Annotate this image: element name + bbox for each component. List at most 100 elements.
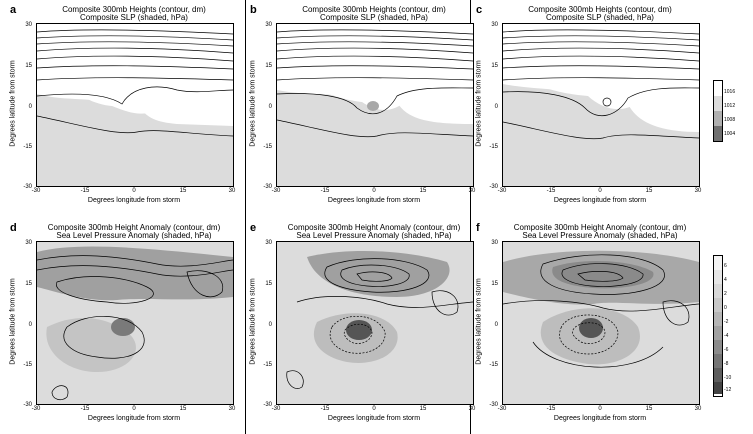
height-contours [277,29,473,138]
anomaly-negative-band [37,246,233,301]
map-plot [502,241,700,405]
y-tick: 0 [494,104,498,110]
anomaly-contours [37,255,233,401]
colorbar-segment [714,298,722,312]
x-tick: -30 [31,188,41,194]
panel-title-1: Composite 300mb Height Anomaly (contour,… [287,223,461,232]
colorbar-segment [714,354,722,368]
y-axis-label: Degrees latitude from storm [475,60,483,147]
x-tick: -15 [80,188,90,194]
y-axis-label: Degrees latitude from storm [9,278,17,365]
x-tick: -15 [320,188,330,194]
panel-label: a [10,4,17,16]
anomaly-negative-core [552,260,654,289]
colorbar-segment [714,256,722,270]
height-contours [503,29,699,140]
panel-separator-1 [245,0,246,434]
x-axis-label: Degrees longitude from storm [327,415,421,422]
panel-label: f [476,222,480,234]
x-tick: 0 [598,406,602,412]
map-plot [36,241,234,405]
slp-low-center [346,320,372,340]
panel-title-1: Composite 300mb Heights (contour, dm) [62,5,206,14]
y-tick: 0 [494,322,498,328]
x-tick: -15 [320,406,330,412]
x-tick: 15 [419,188,427,194]
x-tick: 0 [598,188,602,194]
colorbar-segment [714,312,722,326]
x-axis-label: Degrees longitude from storm [327,197,421,204]
y-tick: -30 [263,402,272,408]
x-tick: 0 [132,188,136,194]
x-tick: -15 [546,188,556,194]
panel-label: c [476,4,483,16]
y-tick: -30 [489,402,498,408]
colorbar-tick: 1012 [724,103,736,109]
panel-separator-2 [470,0,471,434]
x-tick: 30 [468,406,476,412]
colorbar-tick: -10 [724,375,732,381]
y-axis-label: Degrees latitude from storm [249,60,257,147]
colorbar-tick: -2 [724,319,729,325]
x-axis-label: Degrees longitude from storm [87,197,181,204]
y-tick: 15 [265,281,272,287]
panel-title-1: Composite 300mb Height Anomaly (contour,… [513,223,687,232]
panel-title-1: Composite 300mb Heights (contour, dm) [302,5,446,14]
colorbar-segment [714,126,722,141]
colorbar-segment [714,326,722,340]
x-tick: 30 [468,188,476,194]
panel-label: b [250,4,257,16]
x-tick: -15 [80,406,90,412]
panel-label: e [250,222,257,234]
slp-shading [277,87,473,186]
anomaly-contours [503,254,699,368]
colorbar-segment [714,368,722,382]
x-axis-label: Degrees longitude from storm [87,415,181,422]
colorbar-segment [714,382,722,394]
map-plot [36,23,234,187]
x-tick: 0 [372,188,376,194]
panel-e: e Composite 300mb Height Anomaly (contou… [248,220,478,430]
colorbar-tick: -6 [724,347,729,353]
colorbar-tick: 0 [724,305,727,311]
x-tick: 15 [645,406,653,412]
y-tick: 0 [28,104,32,110]
colorbar-segment [714,270,722,284]
height-contours [37,29,233,137]
y-tick: -15 [263,362,272,368]
y-axis-label: Degrees latitude from storm [475,278,483,365]
x-tick: -30 [497,188,507,194]
panel-title-2: Sea Level Pressure Anomaly (shaded, hPa) [522,231,678,240]
panel-title-2: Sea Level Pressure Anomaly (shaded, hPa) [296,231,452,240]
x-tick: 15 [645,188,653,194]
x-tick: 30 [228,406,236,412]
colorbar-tick: 1004 [724,131,736,137]
colorbar-segment [714,111,722,126]
y-tick: 15 [491,281,498,287]
slp-colorbar [713,80,723,142]
slp-high-region [307,65,460,110]
colorbar-segment [714,340,722,354]
colorbar-tick: 1008 [724,117,736,123]
y-tick: 0 [268,104,272,110]
panel-c: c Composite 300mb Heights (contour, dm) … [474,2,704,212]
y-tick: 15 [491,63,498,69]
y-tick: 30 [491,22,498,28]
colorbar-tick: -12 [724,387,732,393]
x-tick: -15 [546,406,556,412]
x-tick: -30 [271,188,281,194]
panel-title-2: Composite SLP (shaded, hPa) [546,13,654,22]
panel-d: d Composite 300mb Height Anomaly (contou… [8,220,238,430]
y-tick: 0 [268,322,272,328]
y-tick: 30 [265,240,272,246]
colorbar-segment [714,81,722,96]
y-tick: 15 [25,281,32,287]
panel-title-2: Composite SLP (shaded, hPa) [80,13,188,22]
y-tick: -30 [263,184,272,190]
colorbar-tick: -4 [724,333,729,339]
map-plot [502,23,700,187]
y-tick: -30 [489,184,498,190]
y-tick: -15 [489,362,498,368]
y-tick: -30 [23,402,32,408]
x-tick: 15 [419,406,427,412]
